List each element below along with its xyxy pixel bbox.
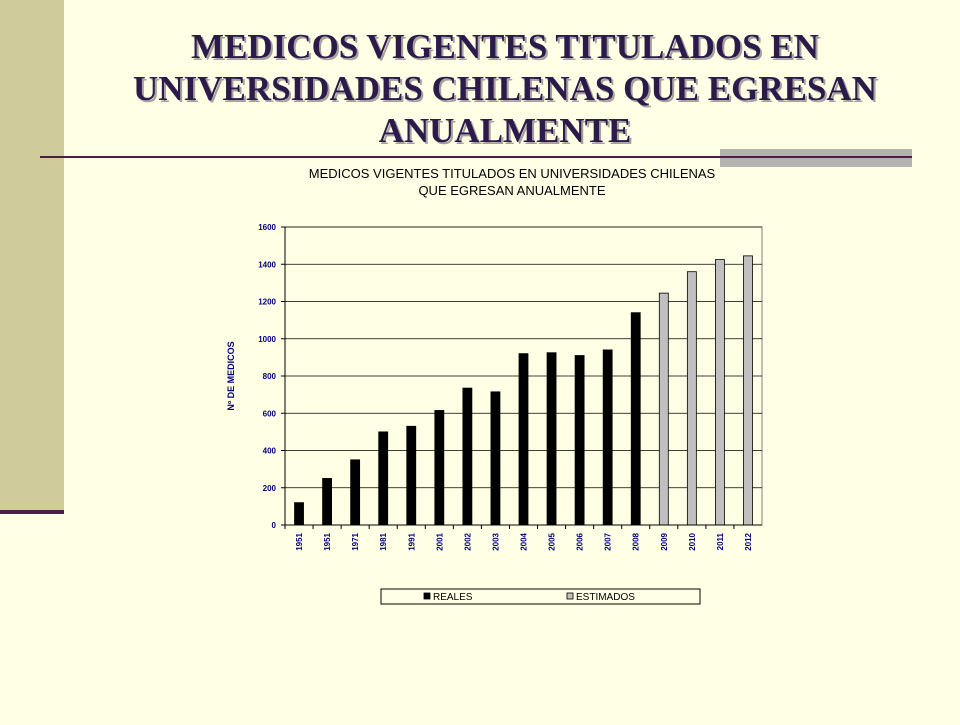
y-tick-label: 1400 [258, 260, 276, 269]
bar [406, 425, 417, 526]
bar [350, 459, 361, 526]
bar [715, 259, 725, 526]
y-tick-label: 200 [263, 484, 277, 493]
x-tick-label: 2008 [632, 532, 641, 550]
bar [294, 502, 304, 526]
y-tick-label: 1200 [258, 298, 276, 307]
bar [322, 478, 332, 526]
x-tick-label: 2001 [435, 532, 444, 550]
bars [294, 255, 753, 526]
legend-box [380, 588, 701, 605]
x-tick-label: 2009 [660, 532, 669, 550]
bar [546, 352, 557, 526]
y-tick-label: 800 [263, 372, 277, 381]
x-tick-label: 2006 [576, 532, 585, 550]
bar [490, 391, 501, 526]
y-tick-label: 1600 [258, 223, 276, 232]
x-tick-label: 2004 [520, 532, 529, 550]
bar [378, 431, 389, 526]
y-tick-label: 0 [272, 521, 277, 530]
legend-label: ESTIMADOS [576, 592, 635, 603]
title-rule [40, 156, 912, 158]
x-tick-label: 2010 [688, 532, 697, 550]
bar [658, 292, 669, 526]
y-tick-label: 1000 [258, 335, 276, 344]
bar [434, 410, 445, 526]
slide-title: MEDICOS VIGENTES TITULADOS EN UNIVERSIDA… [133, 27, 877, 150]
axes: 0 200 400 600 800 1000 1200 1400 1600 1951 1951 197… [258, 223, 762, 551]
bar [462, 387, 473, 526]
x-tick-label: 2012 [744, 532, 753, 550]
x-tick-label: 2005 [548, 532, 557, 550]
x-tick-label: 2003 [491, 532, 500, 550]
legend-label: REALES [433, 592, 473, 603]
bar [574, 355, 585, 526]
x-tick-label: 1951 [295, 532, 304, 550]
legend-swatch [566, 592, 574, 600]
legend-swatch [423, 592, 431, 600]
x-tick-label: 2002 [463, 532, 472, 550]
x-tick-label: 1981 [379, 532, 388, 550]
bar [602, 349, 613, 526]
legend: REALES ESTIMADOS [380, 588, 701, 605]
y-tick-label: 600 [263, 409, 277, 418]
y-axis-label: Nº DE MEDICOS [226, 341, 236, 410]
x-tick-label: 1971 [351, 532, 360, 550]
x-tick-label: 1991 [407, 532, 416, 550]
y-tick-label: 400 [263, 447, 277, 456]
left-band-rule [0, 510, 64, 514]
bar [630, 312, 641, 526]
left-decorative-band [0, 0, 64, 512]
x-tick-label: 2007 [604, 532, 613, 550]
x-tick-label: 2011 [716, 532, 725, 550]
x-tick-label: 1951 [323, 532, 332, 550]
bar [743, 255, 753, 526]
title-rule-accent [720, 149, 912, 167]
bar [686, 271, 697, 526]
chart-title-line-2: QUE EGRESAN ANUALMENTE [418, 183, 605, 198]
bar [518, 353, 529, 526]
chart-title-line-1: MEDICOS VIGENTES TITULADOS EN UNIVERSIDA… [309, 166, 716, 181]
